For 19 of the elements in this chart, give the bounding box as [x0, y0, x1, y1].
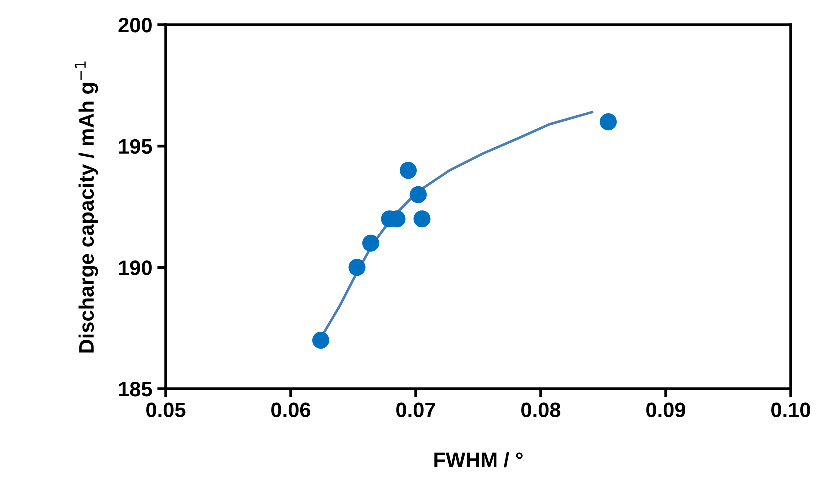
point [400, 162, 418, 180]
point [414, 210, 431, 228]
x-tick-label: 0.09 [646, 402, 686, 418]
y-tick-label: 190 [119, 260, 152, 276]
x-tick-label: 0.08 [522, 402, 561, 418]
point [348, 259, 366, 276]
y-tick-label: 200 [118, 18, 152, 33]
x-tick-label: 0.06 [272, 402, 311, 418]
x-tick-label: 0.05 [146, 402, 186, 418]
y-tick-label: 185 [119, 382, 152, 397]
point [312, 332, 330, 349]
point [600, 114, 618, 131]
x-tick-label: 0.07 [396, 402, 436, 418]
x-axis-title: FWHM / ° [434, 452, 523, 468]
x-tick-label: 0.10 [772, 402, 810, 418]
y-axis-title: Discharge capacity / mAh g$^{−1}$ [75, 62, 98, 353]
y-tick-label: 195 [119, 139, 152, 154]
point [362, 234, 380, 252]
point [410, 186, 428, 204]
